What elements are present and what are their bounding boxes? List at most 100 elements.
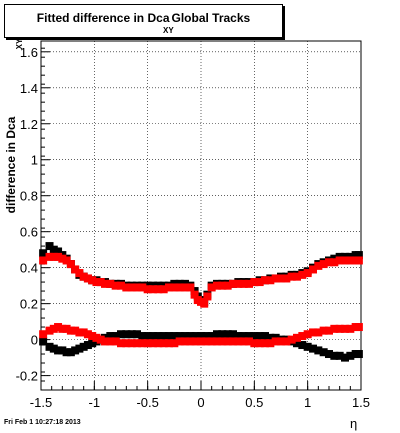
data-point — [83, 330, 92, 339]
data-point — [175, 332, 184, 341]
data-point — [319, 260, 328, 269]
data-point — [287, 272, 296, 281]
data-point — [239, 279, 248, 288]
data-point — [165, 283, 173, 292]
data-point — [330, 258, 339, 267]
data-point — [277, 337, 285, 346]
data-point — [354, 350, 363, 359]
data-point — [341, 353, 349, 362]
data-point — [314, 328, 323, 337]
data-point — [175, 283, 184, 292]
data-point — [111, 281, 120, 290]
data-point — [255, 339, 264, 348]
data-point — [111, 332, 120, 341]
data-point — [314, 261, 323, 270]
data-point — [181, 283, 189, 292]
data-point — [39, 256, 48, 265]
data-point — [181, 337, 189, 346]
data-point — [165, 332, 173, 341]
data-point — [261, 276, 269, 285]
data-point — [127, 283, 136, 292]
data-point — [218, 281, 227, 290]
data-point — [223, 330, 232, 339]
chart-title-main: Fitted difference in Dca — [36, 11, 170, 25]
data-point — [287, 335, 296, 344]
x-tick-label: -1.5 — [30, 395, 52, 410]
data-point — [170, 283, 179, 292]
data-point — [117, 339, 125, 348]
y-tick-label: 1.4 — [20, 81, 38, 96]
data-point — [335, 324, 344, 333]
data-point — [346, 351, 355, 360]
data-point — [277, 274, 285, 283]
data-point — [239, 332, 248, 341]
data-point — [154, 285, 163, 294]
data-point — [298, 341, 307, 350]
data-point — [197, 332, 205, 341]
chart-title-subscript: XY — [163, 26, 174, 35]
data-point — [255, 332, 264, 341]
data-point — [79, 272, 88, 281]
data-point — [303, 342, 312, 351]
data-point — [229, 279, 237, 288]
data-point — [354, 256, 363, 265]
y-tick-label: 1 — [31, 153, 38, 168]
x-tick-label: 1 — [304, 395, 311, 410]
data-point — [79, 342, 88, 351]
data-point — [330, 351, 339, 360]
data-point — [309, 265, 317, 274]
data-point — [245, 279, 253, 288]
data-point — [255, 278, 264, 287]
data-point — [88, 276, 97, 285]
x-tick-label: 0.5 — [245, 395, 263, 410]
y-tick-label: 0.2 — [20, 297, 38, 312]
data-point — [127, 330, 136, 339]
y-tick-label: 1.2 — [20, 117, 38, 132]
data-point — [62, 256, 71, 265]
data-point — [92, 278, 101, 287]
data-point — [159, 339, 168, 348]
y-tick-label: -0.2 — [16, 369, 38, 384]
data-point — [197, 337, 205, 346]
data-point — [191, 337, 200, 346]
data-point — [186, 337, 195, 346]
data-point — [203, 292, 212, 301]
data-point — [314, 346, 323, 355]
chart-title: Fitted difference in Dca Global Tracks — [5, 11, 282, 25]
data-point — [149, 332, 157, 341]
data-point — [282, 274, 291, 283]
data-point — [200, 299, 209, 308]
data-point — [346, 324, 355, 333]
data-point — [250, 278, 259, 287]
data-point — [207, 283, 216, 292]
data-point — [54, 247, 63, 256]
data-point — [298, 270, 307, 279]
data-point — [88, 332, 97, 341]
data-point — [218, 330, 227, 339]
data-point — [239, 337, 248, 346]
data-point — [190, 290, 199, 299]
data-point — [325, 258, 333, 267]
data-point — [250, 332, 259, 341]
data-point — [354, 323, 363, 332]
data-point — [245, 332, 253, 341]
data-point — [266, 276, 275, 285]
y-tick-label: 0 — [31, 333, 38, 348]
data-point — [223, 337, 232, 346]
data-point — [149, 285, 157, 294]
x-axis-label: η — [350, 416, 358, 431]
data-point — [54, 323, 63, 332]
data-point — [75, 344, 84, 353]
data-point — [181, 332, 189, 341]
data-point — [330, 324, 339, 333]
data-point — [66, 260, 75, 269]
data-point — [62, 324, 71, 333]
data-point — [71, 265, 80, 274]
x-tick-label: -0.5 — [136, 395, 158, 410]
data-point — [122, 339, 131, 348]
data-point — [138, 283, 147, 292]
data-point — [293, 333, 301, 342]
data-point — [54, 346, 63, 355]
data-point — [62, 348, 71, 357]
data-point — [202, 337, 211, 346]
